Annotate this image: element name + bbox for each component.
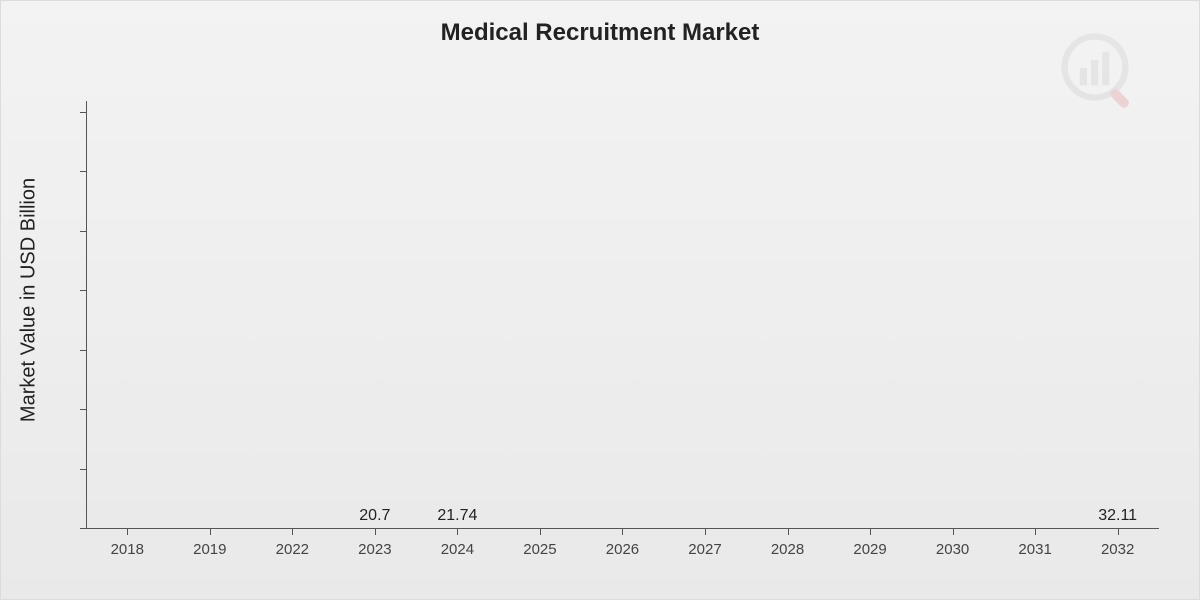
bar-slot: 2026	[581, 507, 664, 529]
bar-slot: 32.112032	[1076, 507, 1159, 529]
plot-area: 20182019202220.7202321.74202420252026202…	[86, 101, 1159, 529]
x-tick-label: 2018	[111, 541, 144, 558]
x-tick-label: 2029	[853, 541, 886, 558]
bar-slot: 20.72023	[334, 507, 417, 529]
x-tick	[622, 529, 623, 535]
chart-container: Medical Recruitment Market Market Value …	[0, 0, 1200, 600]
x-tick-label: 2019	[193, 541, 226, 558]
bar-value-label: 32.11	[1098, 507, 1137, 525]
x-tick	[870, 529, 871, 535]
bar-value-label: 21.74	[437, 507, 477, 525]
x-tick	[127, 529, 128, 535]
bar-slot: 2018	[86, 507, 169, 529]
x-tick-label: 2024	[441, 541, 474, 558]
x-tick-label: 2022	[276, 541, 309, 558]
x-tick-label: 2031	[1018, 541, 1051, 558]
x-tick	[1118, 529, 1119, 535]
bar-slot: 2019	[169, 507, 252, 529]
y-axis-label: Market Value in USD Billion	[18, 178, 41, 422]
x-tick	[1035, 529, 1036, 535]
x-tick-label: 2028	[771, 541, 804, 558]
chart-title: Medical Recruitment Market	[1, 19, 1199, 47]
bar-slot: 2028	[746, 507, 829, 529]
x-tick	[375, 529, 376, 535]
bar-value-label: 20.7	[359, 507, 390, 525]
bar-slot: 21.742024	[416, 507, 499, 529]
x-tick-label: 2023	[358, 541, 391, 558]
x-tick-label: 2032	[1101, 541, 1134, 558]
bar-slot: 2029	[829, 507, 912, 529]
x-tick-label: 2027	[688, 541, 721, 558]
x-tick-label: 2026	[606, 541, 639, 558]
bar-slot: 2031	[994, 507, 1077, 529]
bar-slot: 2027	[664, 507, 747, 529]
x-tick	[292, 529, 293, 535]
x-tick	[788, 529, 789, 535]
x-tick-label: 2030	[936, 541, 969, 558]
x-tick	[540, 529, 541, 535]
x-tick	[705, 529, 706, 535]
x-tick	[457, 529, 458, 535]
x-tick-label: 2025	[523, 541, 556, 558]
watermark-logo-icon	[1059, 31, 1139, 111]
bar-slot: 2022	[251, 507, 334, 529]
bars-group: 20182019202220.7202321.74202420252026202…	[86, 101, 1159, 529]
x-tick	[953, 529, 954, 535]
bar-slot: 2030	[911, 507, 994, 529]
x-tick	[210, 529, 211, 535]
bar-slot: 2025	[499, 507, 582, 529]
